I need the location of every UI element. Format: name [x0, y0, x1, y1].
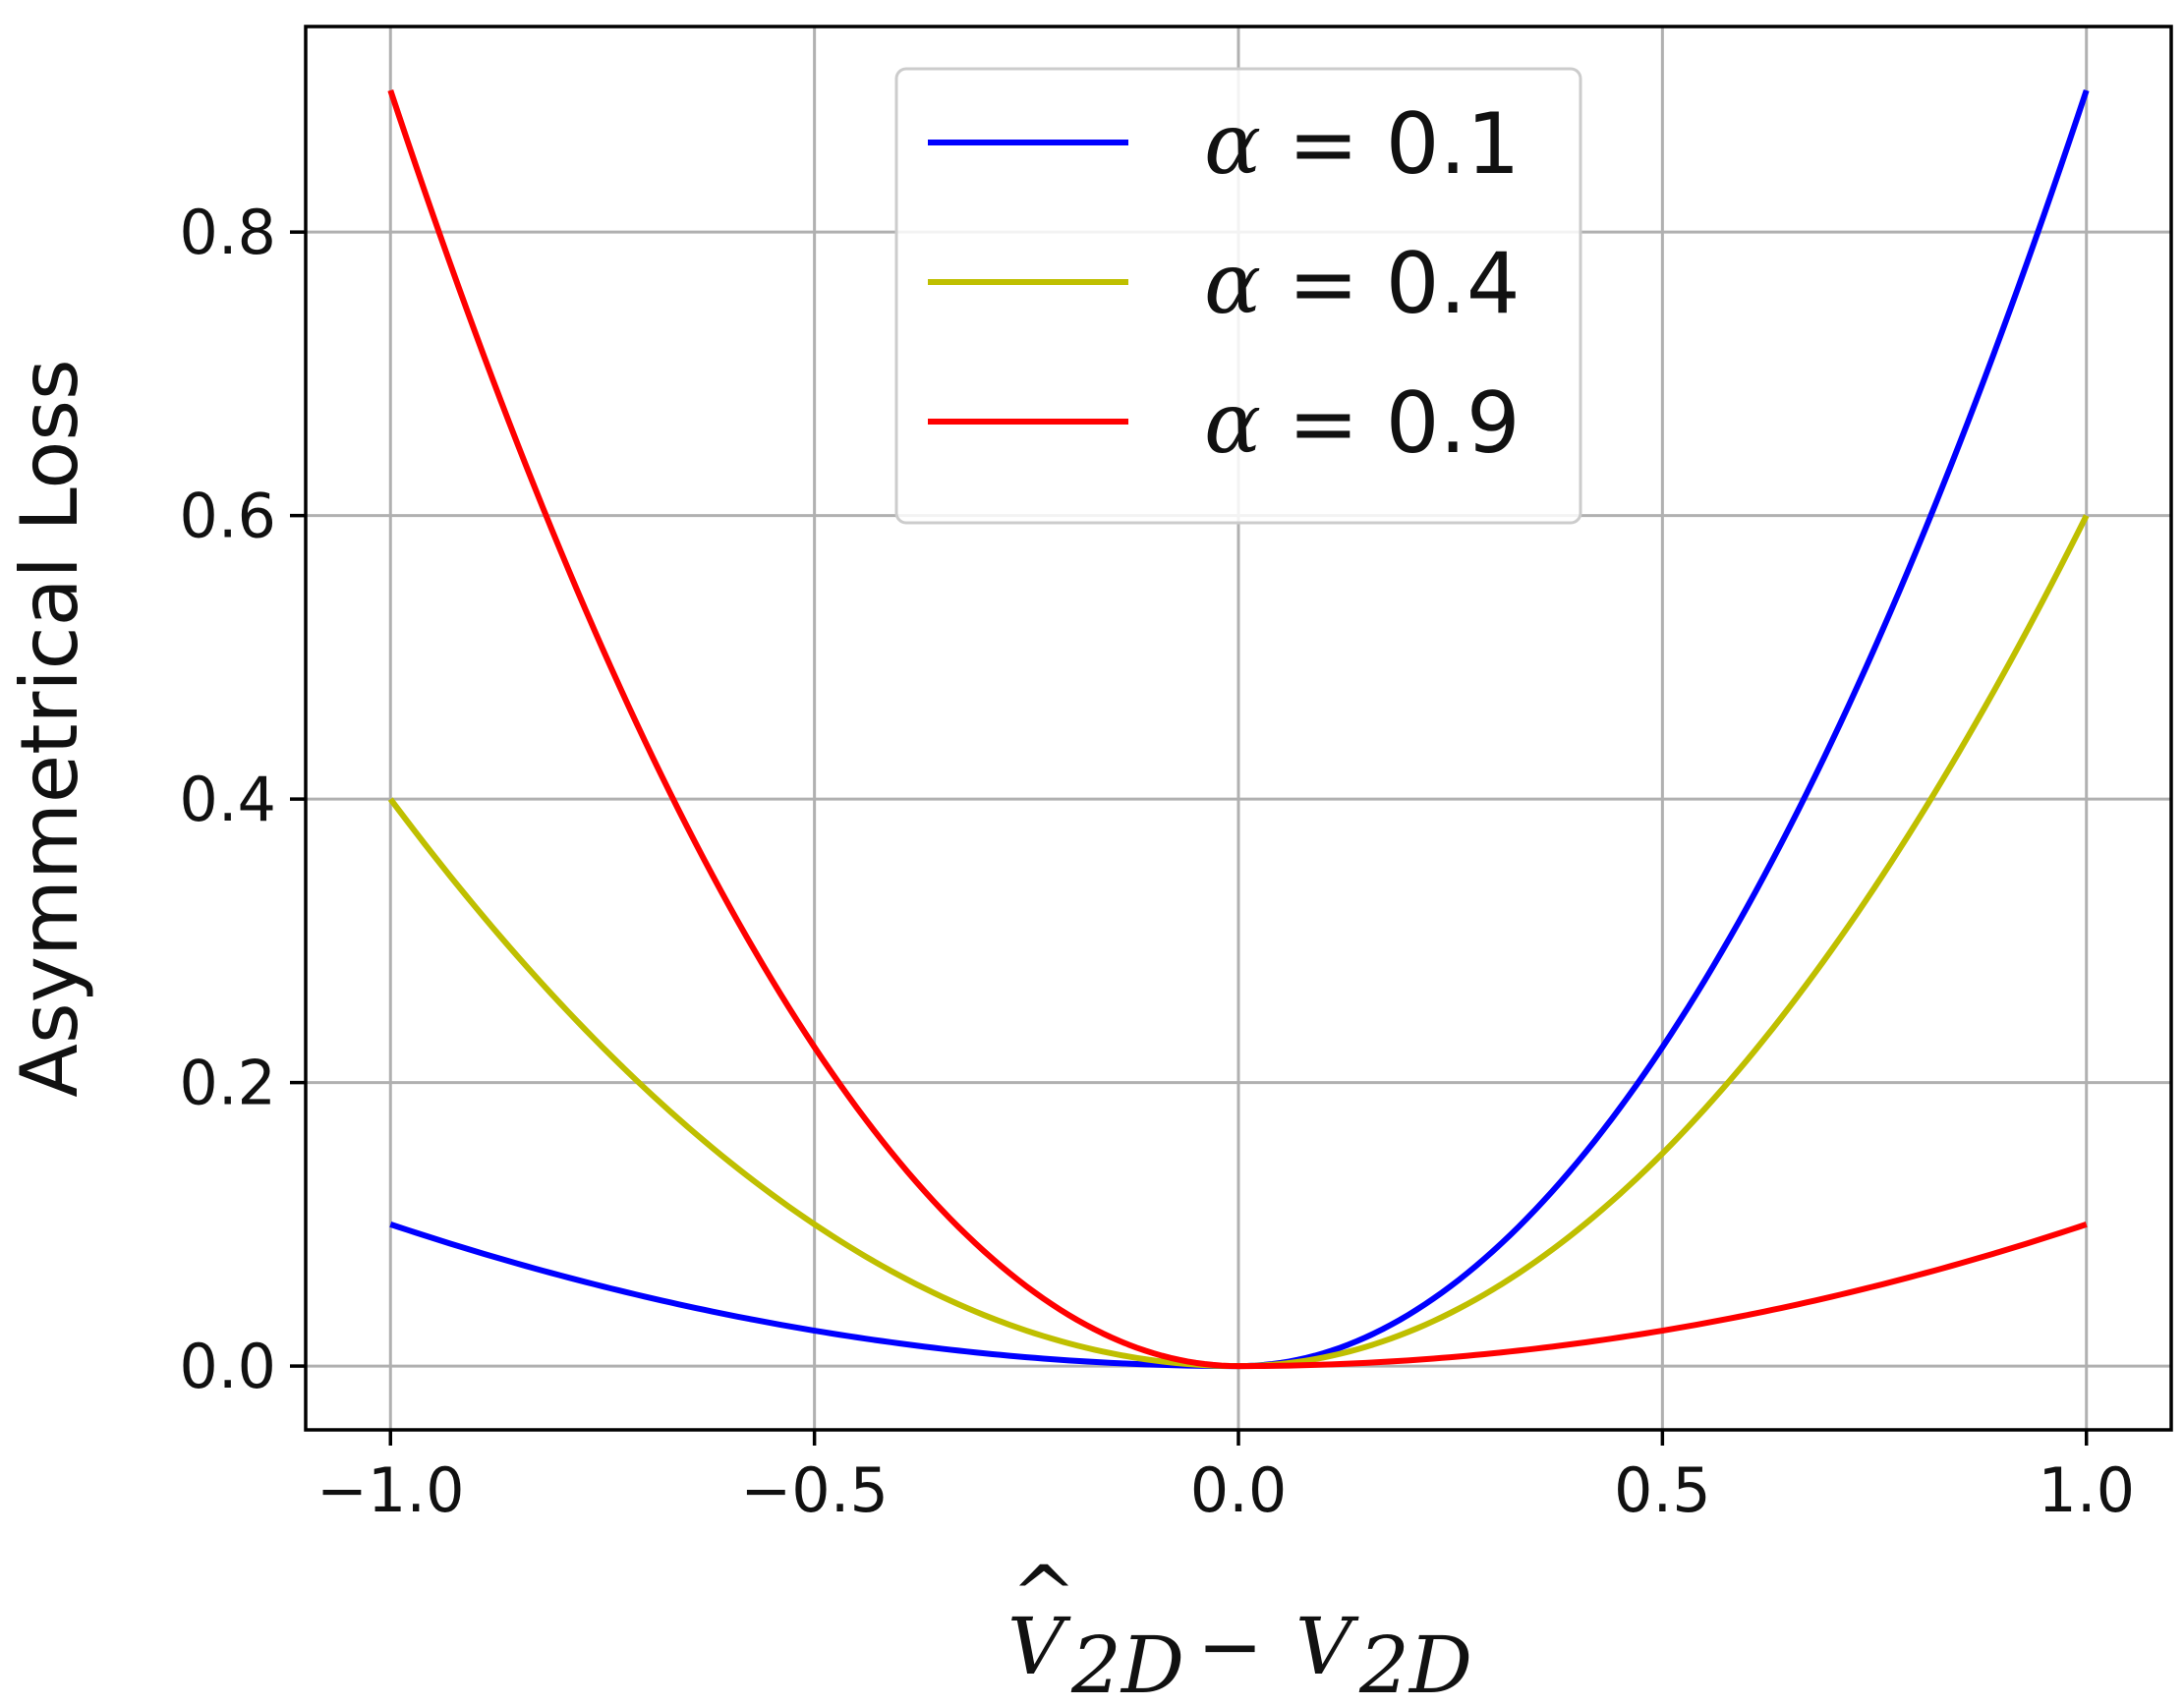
x-tick-label: 0.0 — [1190, 1454, 1288, 1526]
x-axis-label-var-a: V — [1007, 1601, 1071, 1692]
legend-entry-label: α = 0.9 — [1204, 374, 1521, 473]
x-tick-label: −0.5 — [740, 1454, 889, 1526]
legend-box — [894, 67, 1582, 525]
legend: α = 0.1 α = 0.4 α = 0.9 — [894, 67, 1582, 525]
y-tick-label: 0.0 — [179, 1331, 276, 1402]
x-axis-label-sub-a: 2D — [1070, 1620, 1184, 1706]
x-axis-label: ^ V 2D − V 2D — [1007, 1549, 1472, 1706]
x-axis-label-var-b: V — [1295, 1601, 1359, 1692]
x-axis-label-hat: ^ — [1010, 1549, 1076, 1640]
legend-items: α = 0.1 α = 0.4 α = 0.9 — [928, 95, 1521, 473]
y-tick-label: 0.2 — [179, 1048, 276, 1119]
y-axis-ticks: 0.0 0.2 0.4 0.6 0.8 — [179, 197, 306, 1402]
y-tick-label: 0.6 — [179, 481, 276, 552]
legend-entry-label: α = 0.1 — [1204, 95, 1521, 194]
y-axis-label: Asymmetrical Loss — [4, 359, 95, 1097]
legend-entry-label: α = 0.4 — [1204, 235, 1521, 333]
x-axis-label-sub-b: 2D — [1358, 1620, 1472, 1706]
x-tick-label: 0.5 — [1614, 1454, 1711, 1526]
x-axis-label-operator: − — [1197, 1601, 1263, 1692]
y-tick-label: 0.8 — [179, 197, 276, 268]
y-tick-label: 0.4 — [179, 764, 276, 835]
series-line-0.9 — [387, 88, 2088, 1370]
x-tick-label: 1.0 — [2038, 1454, 2135, 1526]
x-axis-ticks: −1.0 −0.5 0.0 0.5 1.0 — [316, 1430, 2135, 1526]
x-tick-label: −1.0 — [316, 1454, 465, 1526]
series-lines — [387, 88, 2090, 1370]
